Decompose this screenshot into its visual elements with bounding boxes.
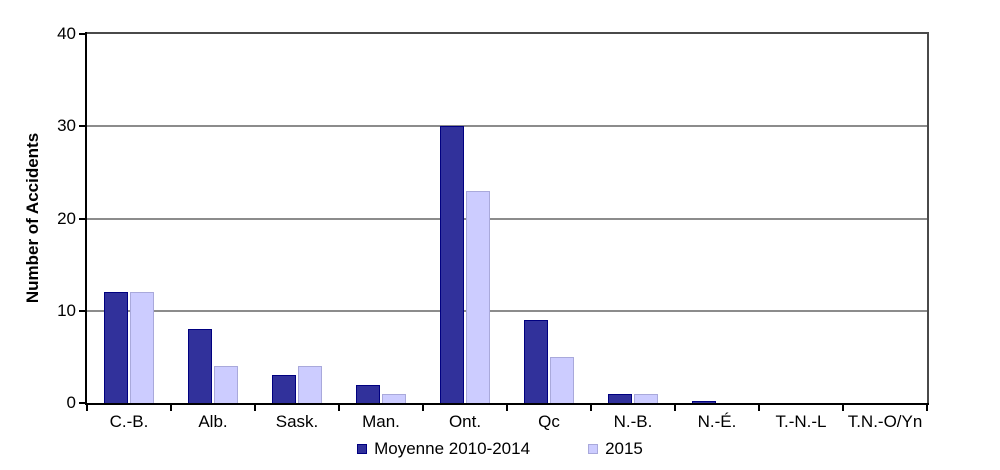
x-tick-0 <box>86 405 88 411</box>
y-tick-label-0: 0 <box>66 393 76 412</box>
gridline-30 <box>87 125 927 127</box>
x-tick-label-ont: Ont. <box>448 412 482 431</box>
y-tick-label-10: 10 <box>57 301 76 320</box>
bar-2015-qc <box>550 357 574 403</box>
plot-area <box>87 34 927 403</box>
legend-item-moyenne-2010-2014: Moyenne 2010-2014 <box>357 439 530 459</box>
plot-border-top <box>85 32 929 34</box>
bar-moyenne-2010-2014-ont <box>440 126 464 403</box>
legend-label-moyenne-2010-2014: Moyenne 2010-2014 <box>374 439 531 458</box>
bar-moyenne-2010-2014-sask <box>272 375 296 403</box>
bar-moyenne-2010-2014-alb <box>188 329 212 403</box>
x-tick-4 <box>422 405 424 411</box>
bar-moyenne-2010-2014-n <box>692 401 716 403</box>
y-tick-30 <box>79 125 86 127</box>
y-tick-20 <box>79 218 86 220</box>
plot-border-right <box>927 32 929 403</box>
x-tick-label-c-b: C.-B. <box>109 412 149 431</box>
legend-swatch-moyenne-2010-2014 <box>357 444 368 454</box>
bar-2015-man <box>382 394 406 403</box>
x-tick-label-t-n-l: T.-N.-L <box>775 412 827 431</box>
x-tick-8 <box>758 405 760 411</box>
x-tick-label-n-b: N.-B. <box>613 412 653 431</box>
x-tick-3 <box>338 405 340 411</box>
x-tick-9 <box>842 405 844 411</box>
bar-2015-n-b <box>634 394 658 403</box>
x-tick-label-qc: Qc <box>538 412 560 431</box>
bar-2015-c-b <box>130 292 154 403</box>
y-tick-40 <box>79 33 86 35</box>
x-tick-7 <box>674 405 676 411</box>
bar-moyenne-2010-2014-qc <box>524 320 548 403</box>
gridline-10 <box>87 310 927 312</box>
bar-moyenne-2010-2014-n-b <box>608 394 632 403</box>
x-tick-label-n: N.-É. <box>697 412 737 431</box>
y-tick-label-40: 40 <box>57 24 76 43</box>
legend-item-2015: 2015 <box>588 439 643 459</box>
bar-moyenne-2010-2014-man <box>356 385 380 403</box>
bar-2015-sask <box>298 366 322 403</box>
bar-2015-alb <box>214 366 238 403</box>
x-tick-6 <box>590 405 592 411</box>
bar-2015-ont <box>466 191 490 403</box>
y-tick-0 <box>79 402 86 404</box>
bar-moyenne-2010-2014-c-b <box>104 292 128 403</box>
y-tick-label-30: 30 <box>57 116 76 135</box>
x-tick-5 <box>506 405 508 411</box>
legend: Moyenne 2010-2014 2015 <box>0 439 1000 459</box>
x-tick-10 <box>926 405 928 411</box>
y-axis-line <box>85 32 87 405</box>
x-tick-1 <box>170 405 172 411</box>
x-tick-label-t-n-o-yn: T.N.-O/Yn <box>847 412 923 431</box>
gridline-20 <box>87 218 927 220</box>
x-tick-label-alb: Alb. <box>198 412 228 431</box>
x-axis-line <box>85 403 929 405</box>
x-tick-2 <box>254 405 256 411</box>
legend-label-2015: 2015 <box>605 439 643 458</box>
x-tick-label-sask: Sask. <box>275 412 319 431</box>
y-tick-label-20: 20 <box>57 209 76 228</box>
x-tick-label-man: Man. <box>362 412 400 431</box>
y-tick-10 <box>79 310 86 312</box>
legend-swatch-2015 <box>588 444 599 454</box>
